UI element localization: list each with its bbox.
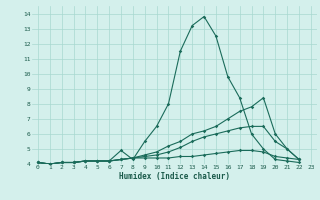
- X-axis label: Humidex (Indice chaleur): Humidex (Indice chaleur): [119, 172, 230, 181]
